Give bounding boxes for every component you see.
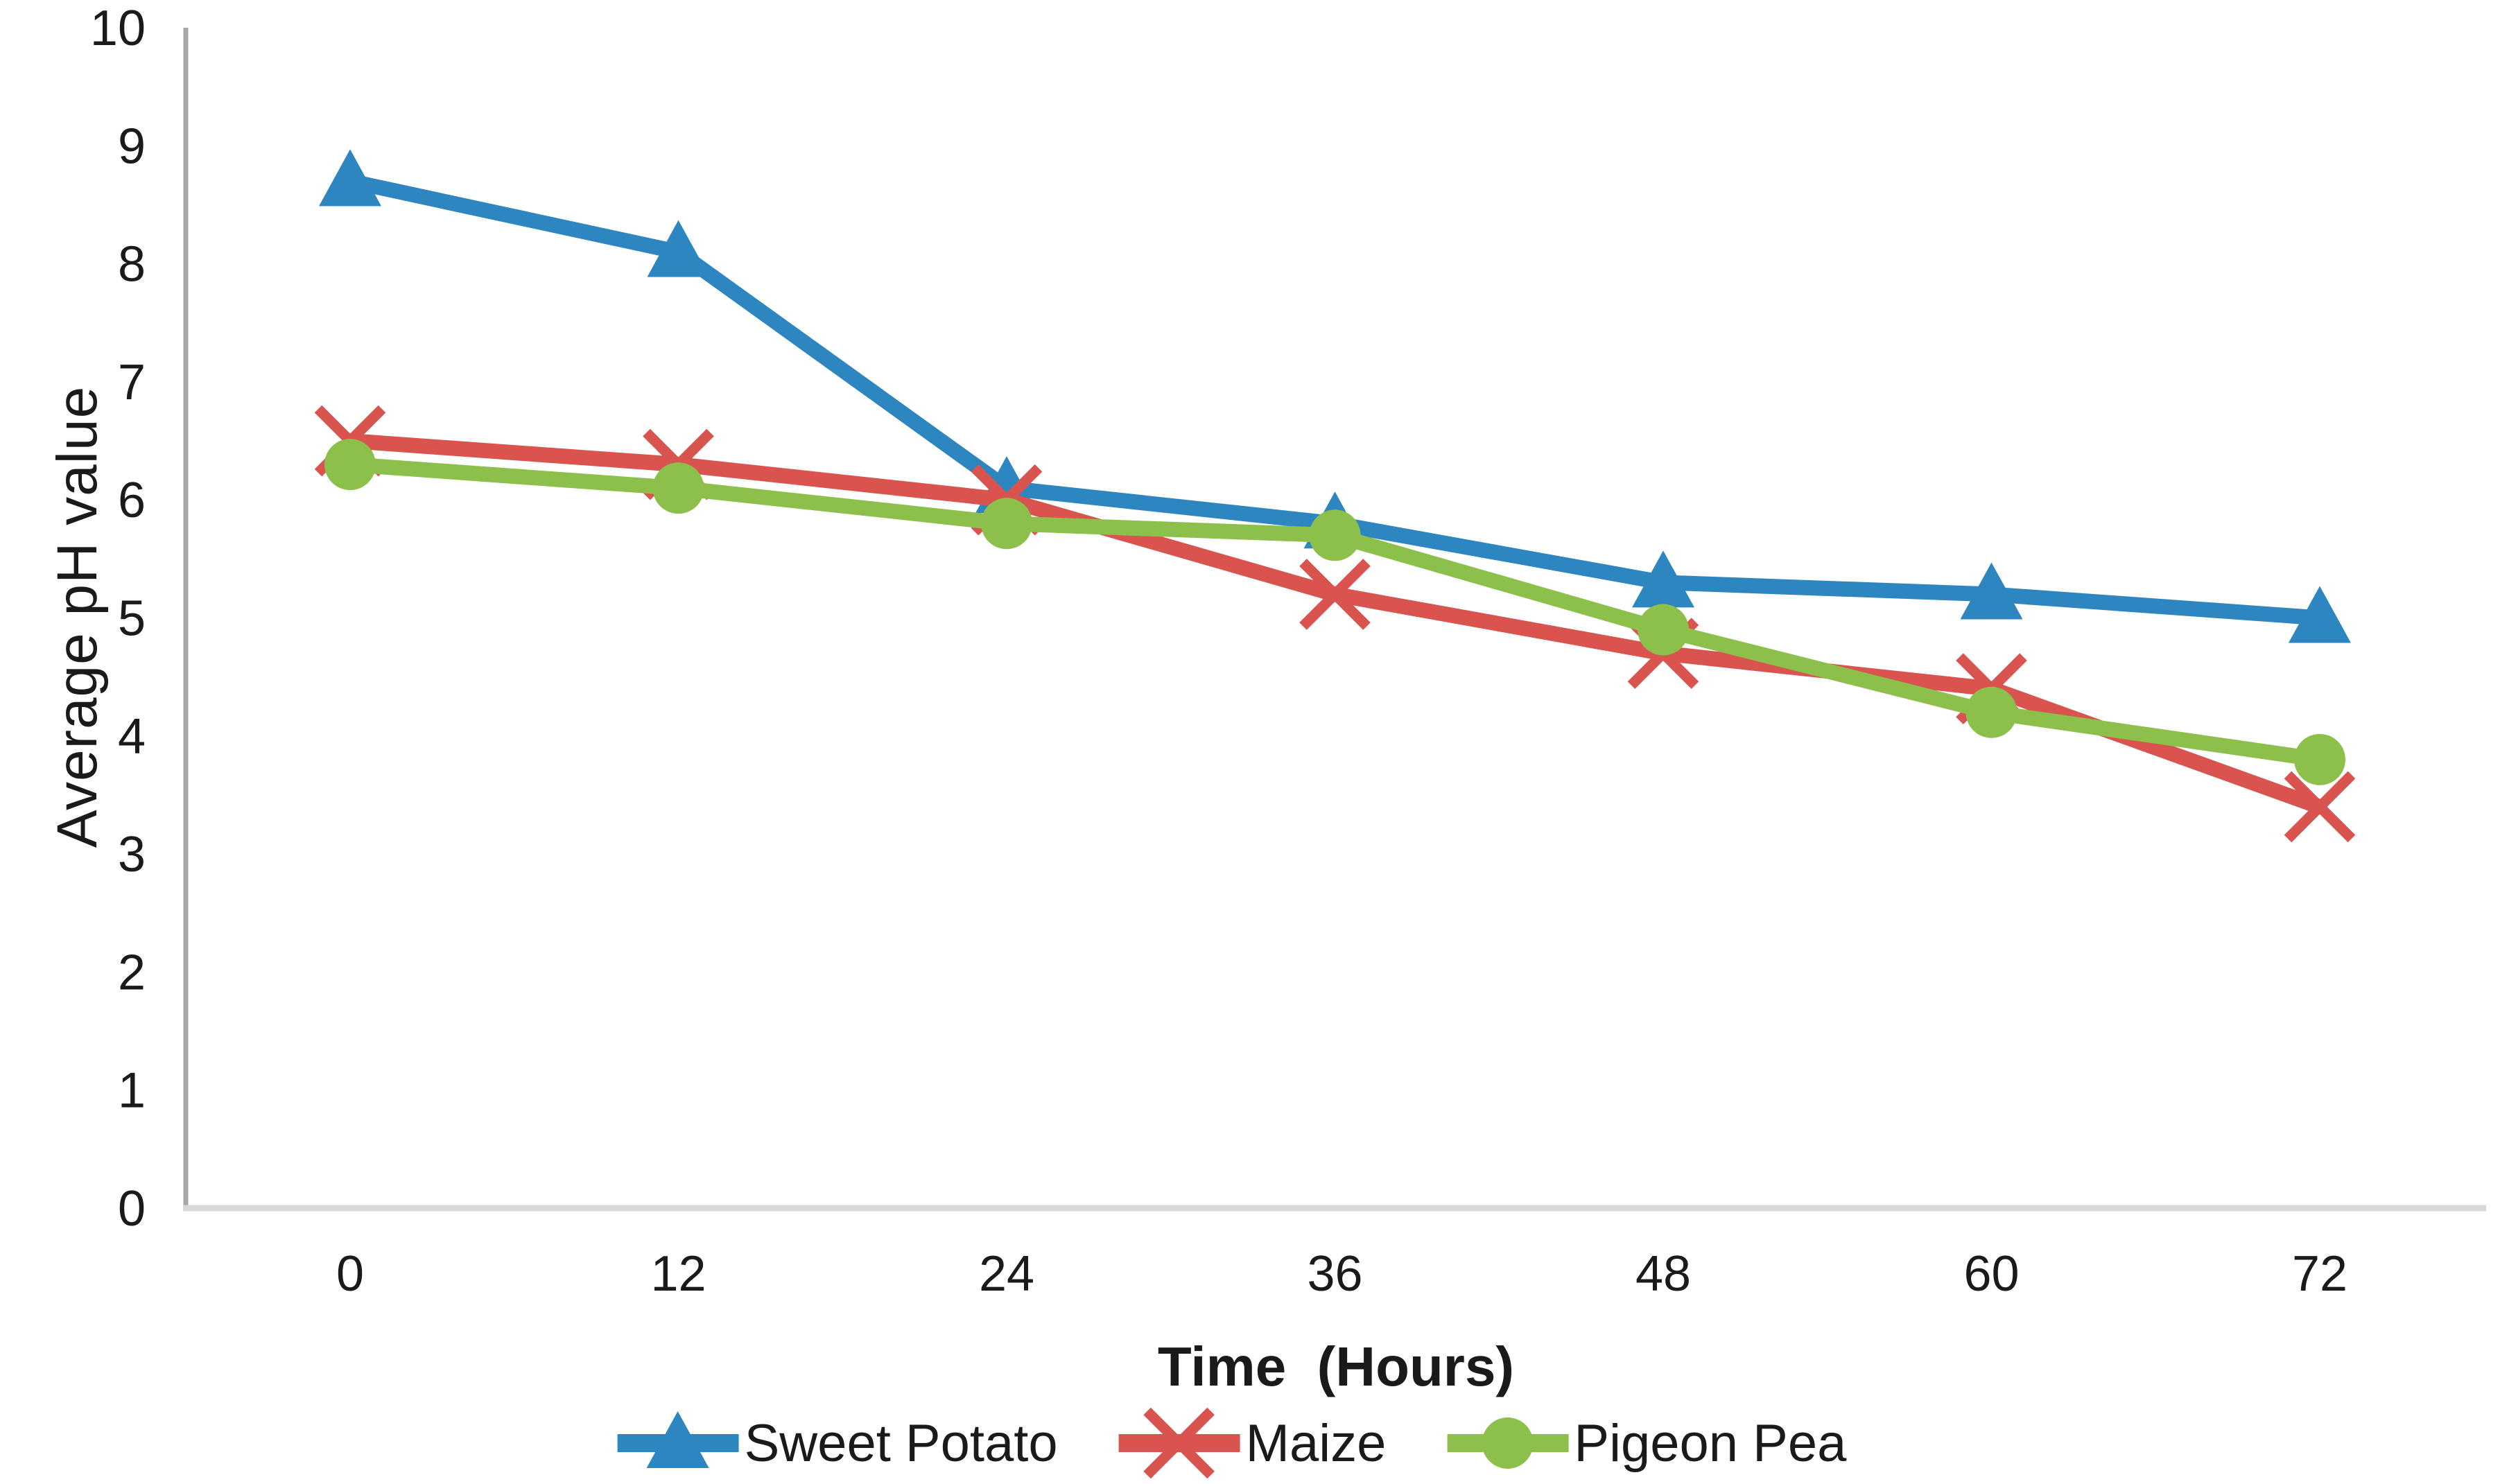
x-tick-label-0: 0 (336, 1246, 364, 1302)
legend: Sweet Potato Maize Pigeon Pea (617, 1400, 1846, 1484)
y-tick-label-7: 7 (118, 355, 146, 410)
y-tick-label-6: 6 (118, 473, 146, 528)
y-tick-label-4: 4 (118, 709, 146, 765)
legend-marker-x-icon (1118, 1407, 1240, 1479)
marker-maize-72h (2284, 771, 2356, 843)
marker-sweet-potato-12h (647, 220, 710, 277)
y-tick-label-8: 8 (118, 237, 146, 293)
y-tick-label-5: 5 (118, 591, 146, 647)
legend-label: Maize (1245, 1413, 1387, 1473)
y-tick-label-2: 2 (118, 945, 146, 1000)
x-tick-label-24: 24 (979, 1246, 1034, 1302)
x-tick-label-72: 72 (2292, 1246, 2347, 1302)
x-axis-title: Time (Hours) (1157, 1336, 1515, 1397)
x-tick-label-60: 60 (1963, 1246, 2019, 1302)
x-tick-label-48: 48 (1635, 1246, 1691, 1302)
legend-label: Sweet Potato (744, 1413, 1058, 1473)
y-tick-label-9: 9 (118, 119, 146, 174)
y-tick-label-3: 3 (118, 827, 146, 882)
legend-marker-circle-icon (1447, 1417, 1569, 1469)
marker-sweet-potato-60h (1960, 562, 2023, 620)
marker-pigeon-pea-0h (324, 439, 376, 491)
y-tick-label-10: 10 (90, 1, 146, 56)
marker-sweet-potato-0h (319, 149, 381, 207)
marker-pigeon-pea-72h (2294, 733, 2345, 785)
marker-sweet-potato-72h (2289, 586, 2351, 643)
legend-item-maize: Maize (1118, 1400, 1387, 1484)
marker-pigeon-pea-36h (1309, 509, 1361, 561)
y-tick-label-0: 0 (118, 1181, 146, 1237)
legend-marker-triangle-icon (617, 1411, 739, 1468)
legend-label: Pigeon Pea (1574, 1413, 1847, 1473)
legend-item-pigeon-pea: Pigeon Pea (1447, 1400, 1846, 1484)
marker-sweet-potato-48h (1632, 550, 1694, 608)
y-axis-title: Average pH value (46, 385, 109, 848)
marker-pigeon-pea-24h (981, 498, 1032, 550)
marker-pigeon-pea-48h (1638, 604, 1689, 656)
marker-pigeon-pea-12h (652, 462, 704, 514)
x-tick-label-36: 36 (1307, 1246, 1362, 1302)
x-tick-label-12: 12 (650, 1246, 706, 1302)
marker-maize-36h (1299, 559, 1371, 630)
y-tick-label-1: 1 (118, 1063, 146, 1119)
marker-pigeon-pea-60h (1965, 686, 2017, 738)
legend-item-sweet-potato: Sweet Potato (617, 1400, 1058, 1484)
